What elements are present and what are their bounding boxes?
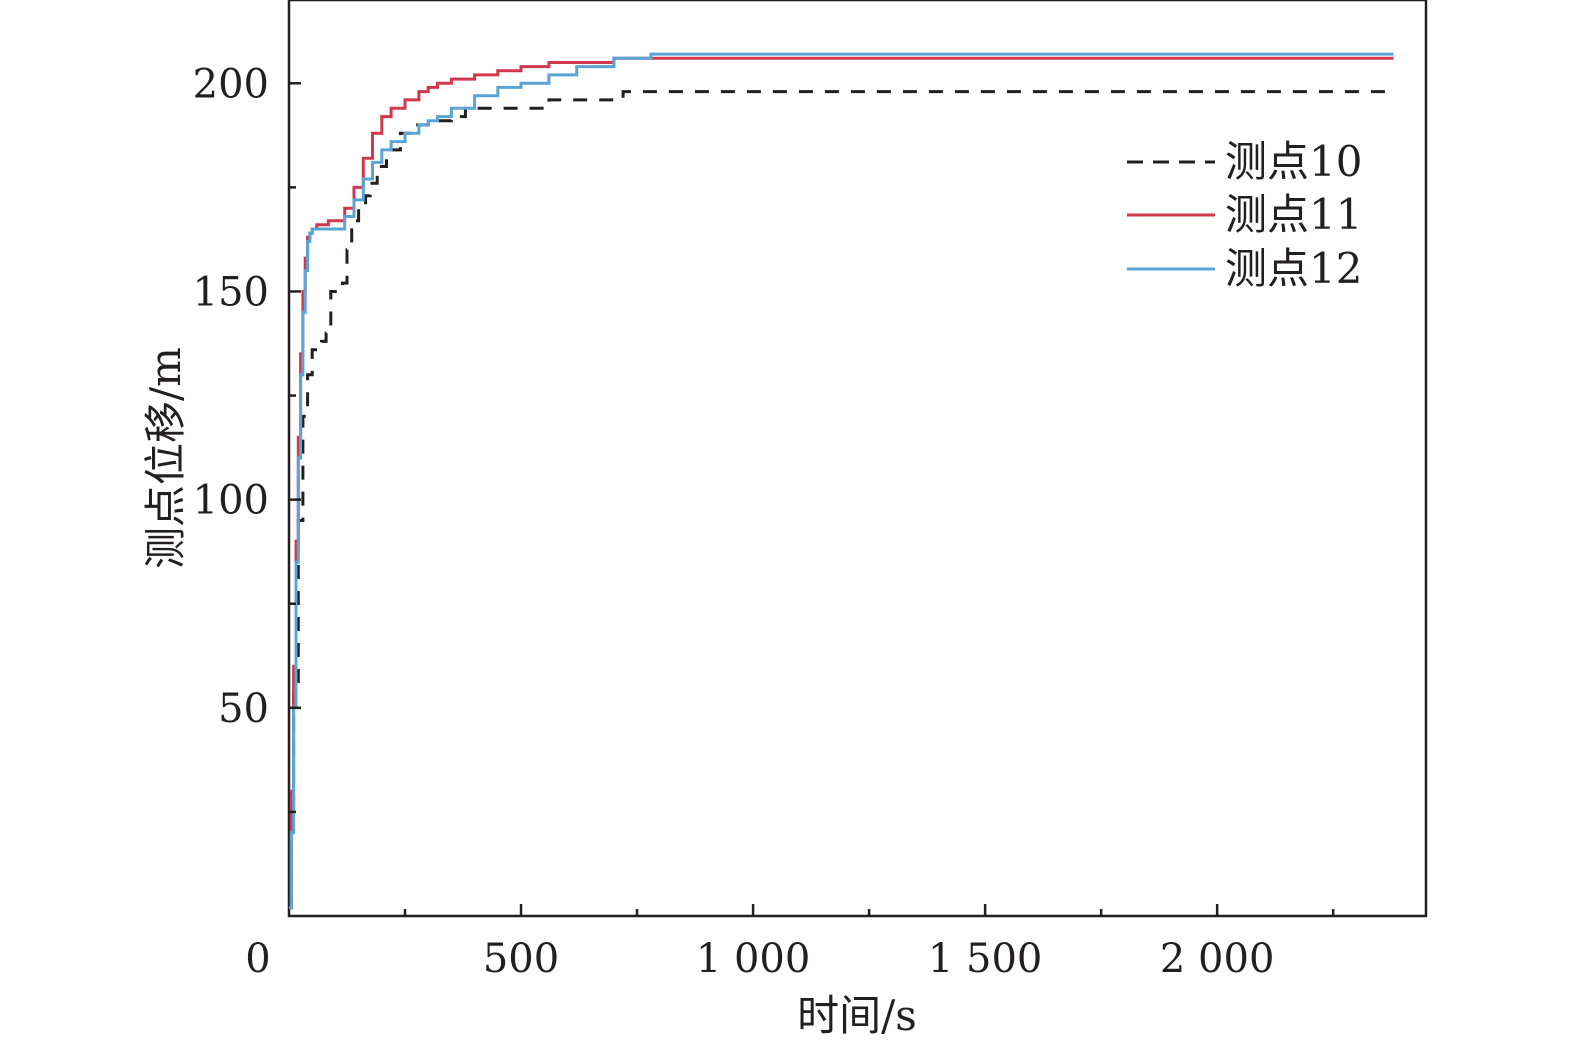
y-tick-label: 150: [193, 269, 269, 315]
legend-label-series-0: 测点10: [1225, 137, 1362, 186]
x-tick-label: 1 500: [928, 936, 1043, 982]
series-layer: [289, 52, 1394, 910]
y-tick-label: 50: [218, 686, 269, 732]
legend-label-series-2: 测点12: [1225, 244, 1362, 293]
x-tick-label: 500: [483, 936, 559, 982]
x-tick-labels: 0 500 1 000 1 500 2 000: [245, 936, 1274, 982]
x-tick-label: 0: [245, 936, 270, 982]
x-tick-label: 2 000: [1160, 936, 1275, 982]
tick-layer: [289, 82, 1335, 916]
legend-label-series-1: 测点11: [1225, 190, 1362, 239]
y-axis-title: 测点位移/m: [141, 347, 190, 569]
legend: 测点10 测点11 测点12: [1127, 137, 1362, 293]
plot-frame: [287, 0, 1428, 918]
y-tick-label: 200: [193, 61, 269, 107]
series-line-2: [289, 52, 1394, 910]
x-tick-label: 1 000: [696, 936, 811, 982]
x-axis-title: 时间/s: [797, 991, 917, 1040]
y-tick-label: 100: [193, 478, 269, 524]
y-tick-labels: 50 100 150 200: [193, 61, 269, 732]
